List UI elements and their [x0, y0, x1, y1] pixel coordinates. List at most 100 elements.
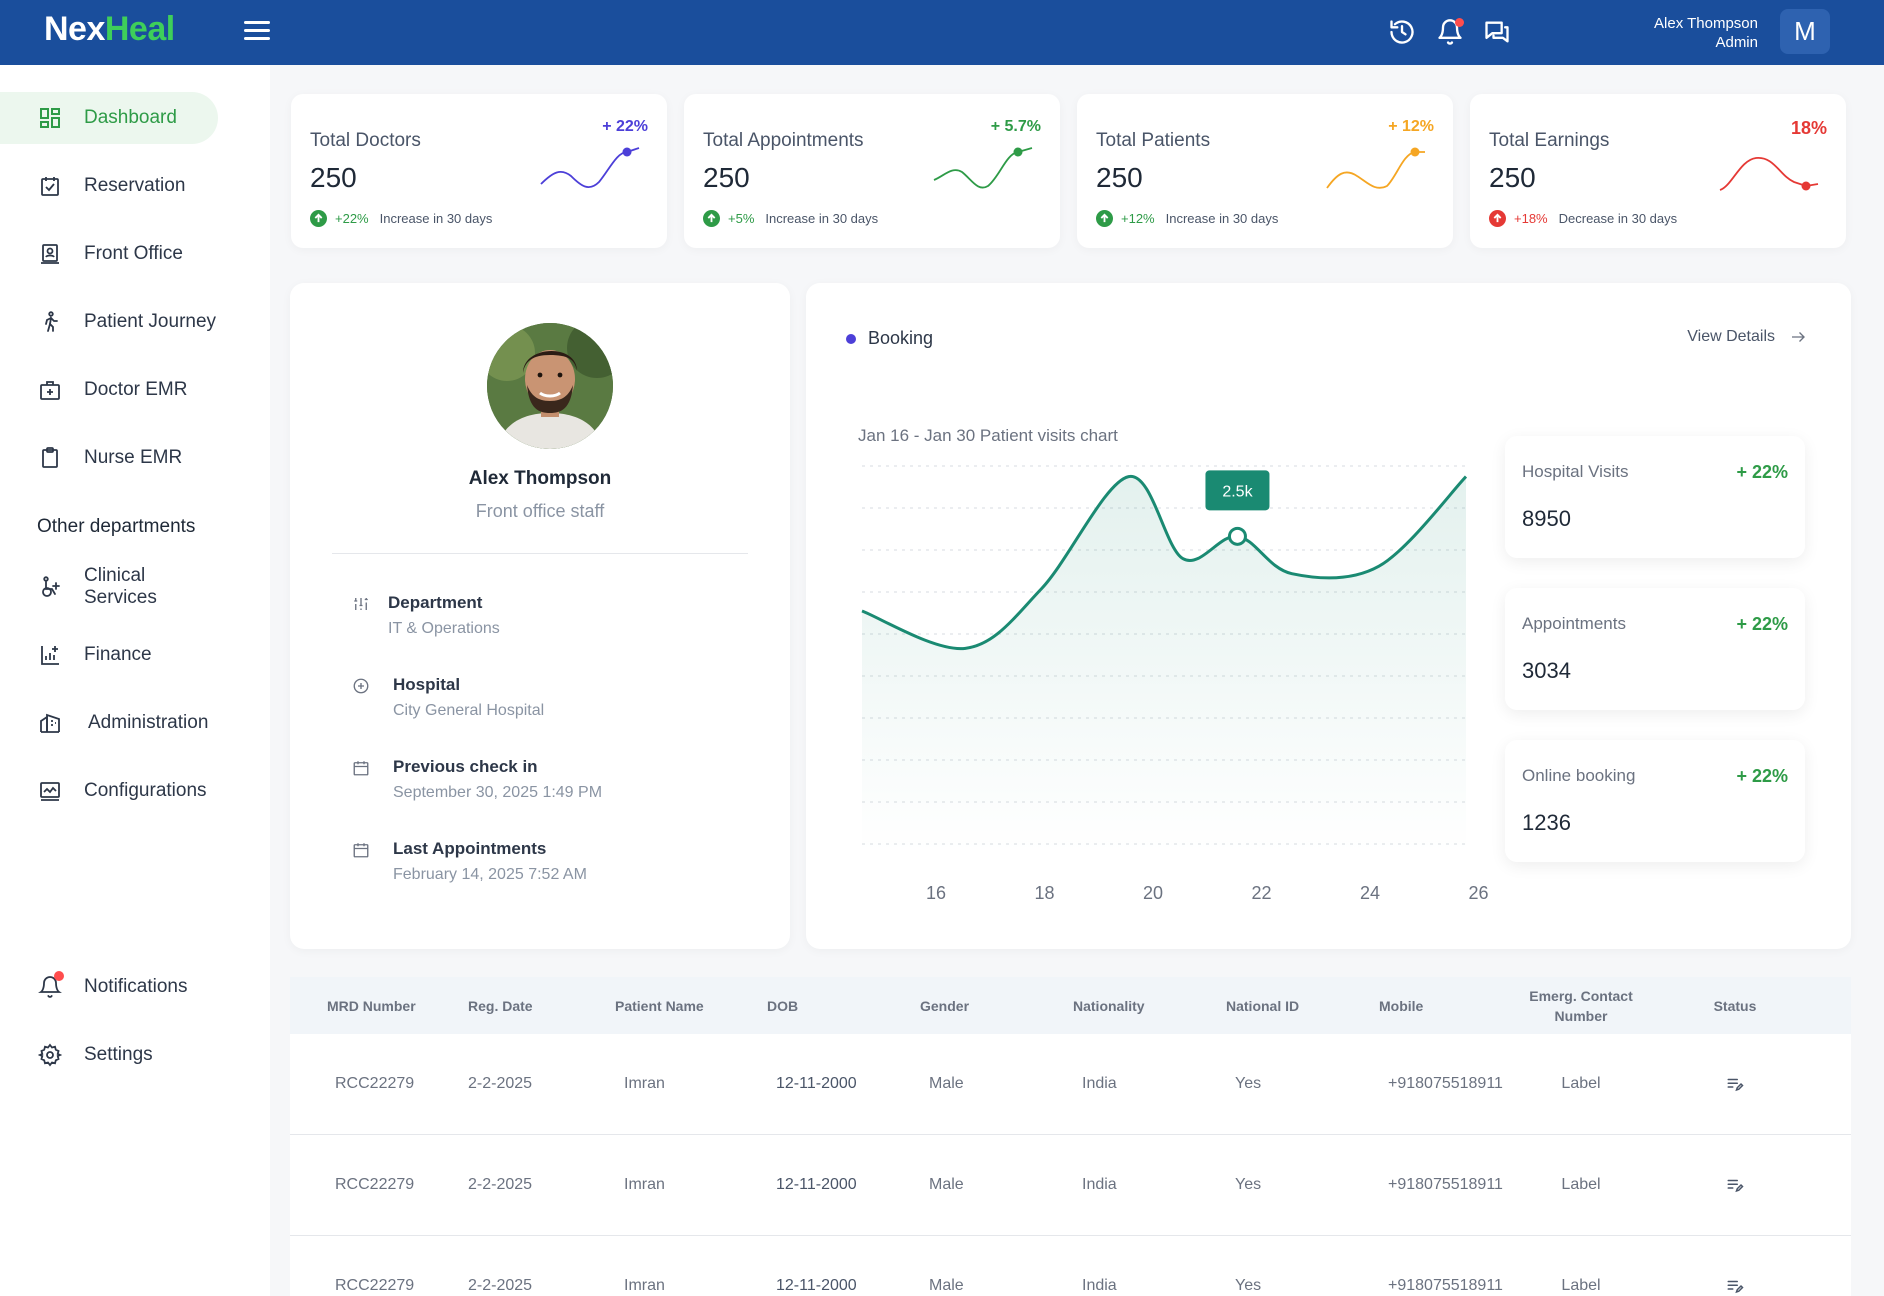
stat-value: 250	[1489, 162, 1536, 193]
table-cell: Yes	[1235, 1277, 1262, 1294]
table-cell: +918075518911	[1388, 1277, 1503, 1294]
configurations-icon	[38, 779, 62, 803]
sidebar-item-reservation[interactable]: Reservation	[0, 160, 218, 212]
divider	[332, 553, 748, 554]
stat-change: +5%	[728, 211, 755, 226]
info-value: September 30, 2025 1:49 PM	[393, 784, 603, 801]
sidebar-item-patient-journey[interactable]: Patient Journey	[0, 296, 218, 348]
stat-card-total-doctors[interactable]: Total Doctors 250 + 22% +22% Increase in…	[291, 94, 667, 248]
column-header[interactable]: National ID	[1226, 997, 1300, 1014]
sidebar-item-label: Clinical Services	[84, 565, 157, 608]
info-label: Previous check in	[393, 757, 538, 776]
sidebar-item-dashboard[interactable]: Dashboard	[0, 92, 218, 144]
sidebar-item-label: Patient Journey	[84, 311, 217, 332]
notification-badge	[54, 971, 64, 981]
stat-card-total-appointments[interactable]: Total Appointments 250 + 5.7% +5% Increa…	[684, 94, 1060, 248]
table-row[interactable]: RCC22279 2-2-2025 Imran 12-11-2000 Male India…	[290, 1135, 1851, 1236]
column-header[interactable]: Emerg. Contact Number	[1529, 987, 1633, 1024]
avatar[interactable]: M	[1780, 9, 1830, 54]
sidebar-item-front-office[interactable]: Front Office	[0, 228, 218, 280]
stat-footer: +18% Decrease in 30 days	[1489, 210, 1677, 227]
table-cell: Label	[1561, 1176, 1601, 1193]
sidebar-item-nurse-emr[interactable]: Nurse EMR	[0, 432, 218, 484]
stat-card-total-earnings[interactable]: Total Earnings 250 18% +18% Decrease in …	[1470, 94, 1846, 248]
table-cell: 2-2-2025	[468, 1277, 533, 1294]
history-icon[interactable]	[1388, 18, 1416, 46]
bell-icon[interactable]	[1436, 18, 1464, 46]
arrow-up-icon	[703, 210, 720, 227]
sidebar-item-label: Front Office	[84, 243, 183, 264]
table-cell-status	[1695, 1236, 1775, 1296]
column-header[interactable]: Reg. Date	[468, 997, 533, 1014]
edit-icon[interactable]	[1726, 1277, 1744, 1295]
chat-icon[interactable]	[1483, 18, 1511, 46]
stat-footer: +5% Increase in 30 days	[703, 210, 878, 227]
x-tick-label: 20	[1143, 883, 1163, 903]
column-header[interactable]: Nationality	[1073, 997, 1145, 1014]
stat-title: Total Earnings	[1489, 130, 1610, 151]
sidebar-section-title: Other departments	[37, 516, 196, 537]
sidebar-item-clinical-services[interactable]: Clinical Services	[0, 561, 218, 613]
sidebar-item-settings[interactable]: Settings	[0, 1029, 218, 1081]
summary-percentage: + 22%	[1736, 766, 1788, 786]
x-tick-label: 16	[926, 883, 946, 903]
x-tick-label: 24	[1360, 883, 1380, 903]
stat-note: Increase in 30 days	[379, 211, 493, 226]
sparkline-chart	[540, 147, 640, 189]
table-cell: Male	[929, 1075, 964, 1092]
stat-change: +22%	[335, 211, 369, 226]
sidebar-item-label: Finance	[84, 644, 152, 665]
table-cell: +918075518911	[1388, 1075, 1503, 1092]
sidebar-item-administration[interactable]: Administration	[0, 697, 218, 749]
stat-value: 250	[310, 162, 357, 193]
stat-percentage: 18%	[1790, 118, 1827, 138]
arrow-up-icon	[310, 210, 327, 227]
user-info[interactable]: Alex Thompson Admin	[1654, 14, 1758, 52]
summary-card-hospital-visits[interactable]: Hospital Visits + 22% 8950	[1505, 436, 1805, 558]
edit-icon[interactable]	[1726, 1176, 1744, 1194]
stat-title: Total Appointments	[703, 130, 864, 151]
stat-change: +12%	[1121, 211, 1155, 226]
x-tick-label: 22	[1251, 883, 1271, 903]
app-logo[interactable]: NexHeal	[44, 10, 175, 49]
chart-subtitle: Jan 16 - Jan 30 Patient visits chart	[858, 426, 1118, 445]
highlight-point[interactable]	[1227, 526, 1247, 546]
table-cell: RCC22279	[335, 1176, 415, 1193]
edit-icon[interactable]	[1726, 1075, 1744, 1093]
summary-value: 8950	[1522, 506, 1571, 531]
menu-icon[interactable]	[244, 21, 270, 43]
profile-role: Front office staff	[475, 501, 605, 521]
column-header[interactable]: Status	[1713, 997, 1757, 1014]
legend-dot	[846, 333, 856, 344]
hospital-icon	[352, 677, 370, 695]
stat-value: 250	[1096, 162, 1143, 193]
stat-card-total-patients[interactable]: Total Patients 250 + 12% +12% Increase i…	[1077, 94, 1453, 248]
summary-title: Appointments	[1522, 614, 1626, 633]
view-details-link[interactable]: View Details	[1687, 328, 1807, 346]
table-row[interactable]: RCC22279 2-2-2025 Imran 12-11-2000 Male India…	[290, 1236, 1851, 1296]
bell-badge	[1455, 18, 1464, 27]
table-cell: 2-2-2025	[468, 1075, 533, 1092]
summary-card-online-booking[interactable]: Online booking + 22% 1236	[1505, 740, 1805, 862]
info-label: Department	[388, 593, 483, 612]
sidebar-item-finance[interactable]: Finance	[0, 629, 218, 681]
table-cell: Yes	[1235, 1176, 1262, 1193]
sidebar-item-label: Dashboard	[84, 107, 177, 128]
stat-title: Total Doctors	[310, 130, 421, 151]
stat-change: +18%	[1514, 211, 1548, 226]
sidebar-item-doctor-emr[interactable]: Doctor EMR	[0, 364, 218, 416]
sidebar-item-configurations[interactable]: Configurations	[0, 765, 218, 817]
profile-card: Alex Thompson Front office staff Departm…	[290, 283, 790, 949]
column-header[interactable]: Mobile	[1379, 997, 1424, 1014]
building-icon	[38, 711, 62, 735]
info-value: IT & Operations	[388, 620, 500, 637]
column-header[interactable]: Gender	[920, 997, 970, 1014]
sidebar-item-notifications[interactable]: Notifications	[0, 961, 218, 1013]
summary-value: 3034	[1522, 658, 1571, 683]
summary-card-appointments[interactable]: Appointments + 22% 3034	[1505, 588, 1805, 710]
column-header[interactable]: DOB	[767, 997, 799, 1014]
gear-icon	[38, 1043, 62, 1067]
table-row[interactable]: RCC22279 2-2-2025 Imran 12-11-2000 Male India…	[290, 1034, 1851, 1135]
column-header[interactable]: MRD Number	[327, 997, 416, 1014]
column-header[interactable]: Patient Name	[615, 997, 704, 1014]
